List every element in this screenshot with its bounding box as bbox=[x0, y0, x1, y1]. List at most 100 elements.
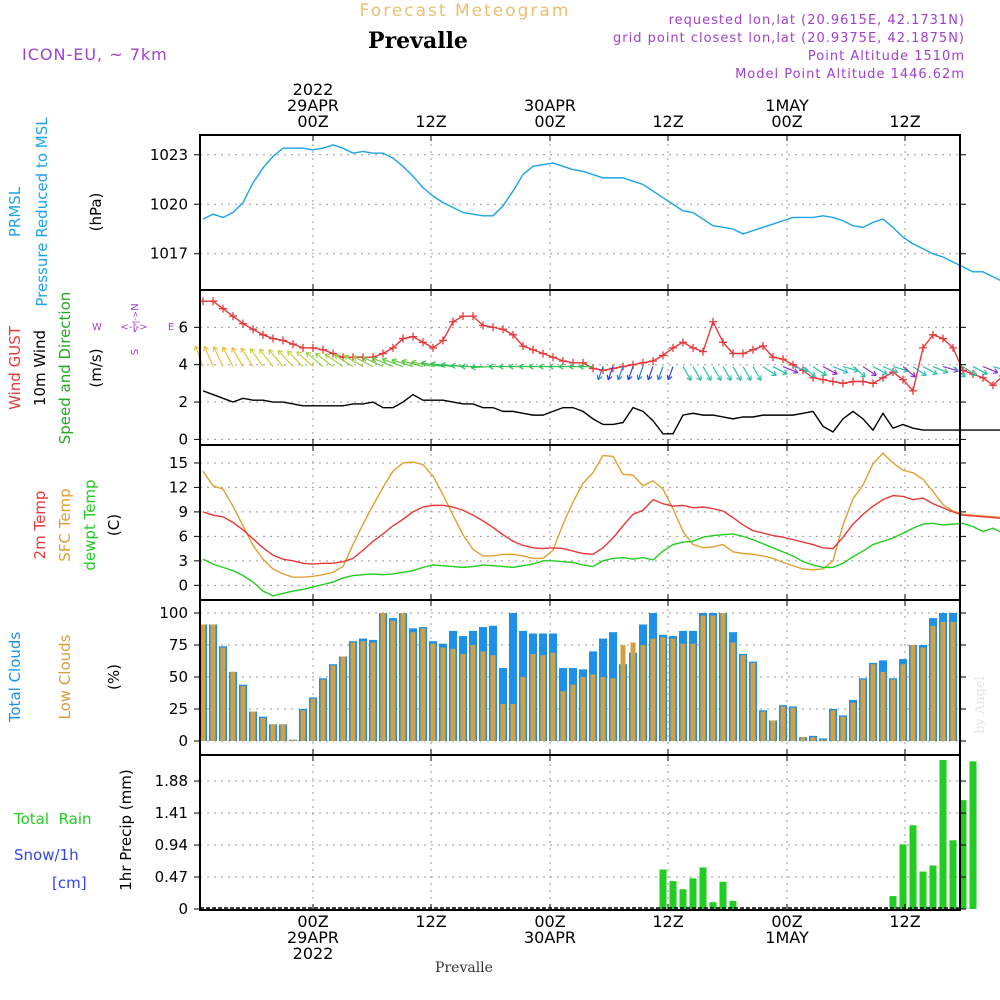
wind-arrow-head bbox=[910, 371, 916, 378]
wind-arrow-head bbox=[982, 369, 988, 375]
wind-direction-arrow bbox=[259, 348, 274, 367]
gust-marker bbox=[649, 356, 657, 365]
point-altitude: Point Altitude 1510m bbox=[808, 49, 965, 64]
gust-marker bbox=[619, 362, 627, 371]
date-label: 29APR bbox=[287, 96, 339, 115]
y-tick-label: 0 bbox=[178, 576, 188, 594]
low-cloud-bar bbox=[480, 651, 486, 741]
low-cloud-bar bbox=[390, 620, 396, 741]
wind-direction-arrow bbox=[832, 366, 849, 374]
gust-marker bbox=[399, 334, 407, 343]
wind-arrow-head bbox=[646, 374, 653, 381]
wind-arrow-head bbox=[381, 357, 388, 364]
y-tick-label: 1023 bbox=[150, 146, 188, 164]
total-clouds-label: Total Clouds bbox=[6, 632, 24, 724]
low-cloud-bar bbox=[810, 737, 816, 741]
wind-direction-arrow bbox=[343, 355, 364, 368]
low-cloud-bar bbox=[410, 632, 416, 741]
wind-arrow-head bbox=[706, 375, 712, 381]
low-cloud-bar bbox=[500, 703, 506, 741]
date-label: 00Z bbox=[534, 912, 565, 931]
date-label: 12Z bbox=[889, 112, 920, 131]
wind-direction-arrow bbox=[782, 366, 799, 374]
low-cloud-bar bbox=[270, 724, 276, 741]
date-label: 00Z bbox=[534, 112, 565, 131]
wind-arrow-head bbox=[810, 371, 816, 378]
panel-frame-1 bbox=[199, 134, 961, 291]
gust-marker bbox=[929, 330, 937, 339]
rain-bar bbox=[939, 759, 947, 909]
low-cloud-bar bbox=[560, 691, 566, 741]
gust-marker bbox=[859, 377, 867, 386]
y-tick-label: 15 bbox=[169, 454, 188, 472]
y-tick-label: 0.47 bbox=[155, 868, 188, 886]
rain-bar bbox=[889, 896, 897, 909]
gust-marker bbox=[519, 342, 527, 351]
wind-direction-arrow bbox=[597, 366, 604, 380]
wind-arrow-head bbox=[518, 363, 524, 370]
low-cloud-bar bbox=[420, 628, 426, 741]
date-label: 00Z bbox=[771, 912, 802, 931]
gust-marker bbox=[409, 332, 417, 341]
wind-arrow-head bbox=[333, 354, 340, 360]
wind-arrow-head bbox=[249, 347, 256, 354]
grid-layer bbox=[200, 137, 960, 910]
low-cloud-bar bbox=[450, 648, 456, 741]
low-cloud-bar bbox=[510, 703, 516, 741]
rain-bar bbox=[689, 878, 697, 909]
low-cloud-bar bbox=[800, 737, 806, 741]
y-tick-label: 6 bbox=[178, 527, 188, 545]
low-cloud-bar bbox=[930, 625, 936, 741]
gust-marker bbox=[879, 373, 887, 382]
y-tick-label: 1.88 bbox=[155, 772, 188, 790]
wind-arrow-head bbox=[626, 374, 633, 381]
low-cloud-bar bbox=[790, 707, 796, 741]
pressure-series bbox=[202, 144, 1000, 282]
wind-arrow-head bbox=[314, 352, 321, 359]
gust-marker bbox=[229, 312, 237, 321]
wind-direction-arrow bbox=[334, 354, 354, 368]
rain-bar bbox=[729, 900, 737, 909]
wind-arrow-head bbox=[352, 355, 359, 361]
y-tick-label: 75 bbox=[169, 636, 188, 654]
requested-coords: requested lon,lat (20.9615E, 42.1731N) bbox=[669, 13, 965, 28]
date-label: 12Z bbox=[652, 112, 683, 131]
low-cloud-bar bbox=[690, 643, 696, 741]
low-cloud-bar bbox=[650, 638, 656, 741]
gust-marker bbox=[659, 351, 667, 360]
wind-direction-arrow bbox=[391, 359, 414, 368]
grid-coords: grid point closest lon,lat (20.9375E, 42… bbox=[613, 31, 965, 46]
wind-direction-arrow bbox=[852, 366, 866, 378]
wind-direction-arrow bbox=[842, 365, 859, 372]
compass-rose: W E <-|-> N <-|-> S bbox=[92, 303, 174, 355]
wind-arrow-head bbox=[871, 370, 877, 377]
wind-direction-arrow bbox=[617, 366, 624, 380]
gust-marker bbox=[829, 377, 837, 386]
rain-bar bbox=[899, 844, 907, 909]
wind-arrow-head bbox=[470, 364, 476, 371]
gust-marker bbox=[819, 375, 827, 384]
gust-marker bbox=[429, 343, 437, 352]
low-cloud-bar bbox=[830, 710, 836, 741]
wind-arrow-head bbox=[636, 374, 643, 381]
wind-arrow-head bbox=[440, 361, 446, 369]
wind-direction-arrow bbox=[872, 366, 888, 375]
wind-arrow-head bbox=[231, 346, 237, 353]
temp-sfc-label: SFC Temp bbox=[56, 488, 74, 561]
low-cloud-bar bbox=[660, 637, 666, 741]
gust-marker bbox=[899, 375, 907, 384]
wind-direction-arrow bbox=[268, 349, 284, 367]
wind-direction-arrow bbox=[287, 350, 304, 367]
gust-marker bbox=[569, 358, 577, 367]
date-label: 12Z bbox=[652, 912, 683, 931]
wind-direction-arrow bbox=[722, 366, 732, 381]
gust-marker bbox=[639, 358, 647, 367]
wind-arrow-head bbox=[960, 371, 966, 378]
wind-direction-arrow bbox=[305, 351, 324, 368]
y-tick-label: 4 bbox=[178, 356, 188, 374]
low-cloud-bar bbox=[240, 685, 246, 741]
low-cloud-bar bbox=[890, 679, 896, 741]
footer-station: Prevalle bbox=[435, 960, 493, 976]
date-label: 00Z bbox=[297, 912, 328, 931]
y-tick-label: 3 bbox=[178, 552, 188, 570]
